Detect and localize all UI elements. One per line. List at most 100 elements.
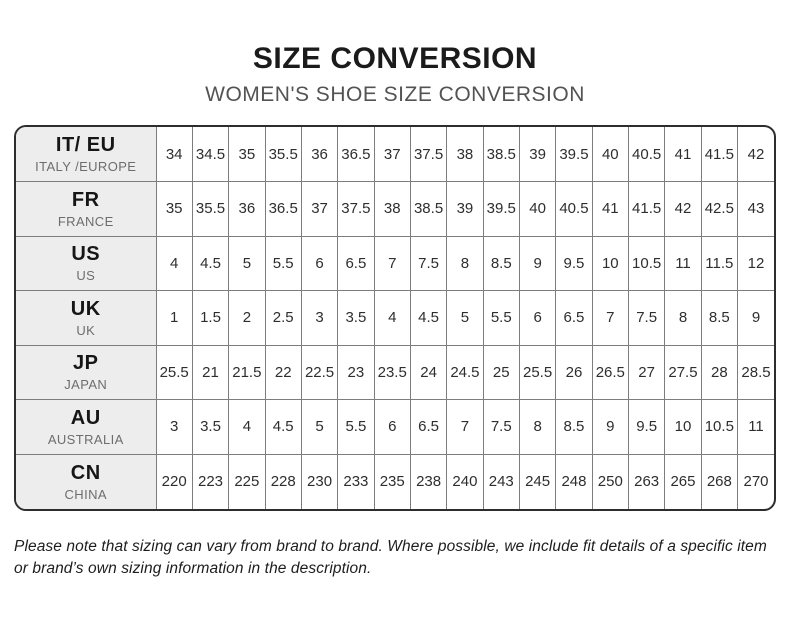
- size-value-cell: 38: [373, 181, 411, 237]
- size-value-cell: 3.5: [337, 290, 375, 346]
- size-value-cell: 38: [446, 127, 484, 182]
- size-value-cell: 34: [155, 127, 193, 182]
- size-value-cell: 11.5: [700, 235, 739, 291]
- size-conversion-table-frame: IT/ EU ITALY /EUROPE 34 34.5 35 35.5 36 36.5 37 3…: [14, 125, 776, 511]
- size-value-cell: 5: [300, 399, 339, 455]
- size-value-cell: 7.5: [482, 399, 520, 455]
- size-value-cell: 3: [155, 399, 193, 455]
- size-value-cell: 39: [518, 127, 557, 182]
- sizing-disclaimer-note: Please note that sizing can vary from br…: [14, 537, 767, 577]
- size-value-cell: 37.5: [409, 127, 448, 182]
- size-value-cell: 7: [591, 290, 629, 346]
- size-value-cell: 41: [591, 181, 629, 237]
- region-code: UK: [70, 297, 101, 320]
- size-value-cell: 1: [155, 290, 193, 346]
- size-value-cell: 5.5: [264, 235, 302, 291]
- table-row: AU AUSTRALIA 3 3.5 4 4.5 5 5.5 6 6.5 7 7.5 8 8.5 9 9.5 1…: [16, 399, 774, 455]
- region-code: US: [71, 243, 101, 266]
- size-value-cell: 9: [737, 290, 774, 346]
- size-value-cell: 3.5: [191, 399, 230, 455]
- region-name: CHINA: [64, 486, 107, 502]
- size-value-cell: 9.5: [627, 399, 666, 455]
- region-code: FR: [71, 188, 100, 211]
- size-value-cell: 37: [300, 181, 339, 237]
- size-value-cell: 8: [446, 235, 484, 291]
- size-value-cell: 7.5: [627, 290, 666, 346]
- size-value-cell: 40: [518, 181, 557, 237]
- size-value-cell: 6.5: [409, 399, 448, 455]
- region-code: AU: [70, 406, 101, 429]
- size-value-cell: 3: [300, 290, 339, 346]
- size-value-cell: 263: [627, 453, 666, 509]
- size-value-cell: 270: [737, 453, 774, 509]
- size-value-cell: 235: [373, 453, 411, 509]
- region-code: IT/ EU: [55, 134, 116, 156]
- size-value-cell: 8.5: [555, 399, 593, 455]
- region-name: FRANCE: [57, 213, 114, 229]
- size-value-cell: 25.5: [518, 344, 557, 400]
- size-value-cell: 238: [409, 453, 448, 509]
- size-value-cell: 240: [446, 453, 484, 509]
- size-value-cell: 39.5: [555, 127, 593, 182]
- size-table-body: IT/ EU ITALY /EUROPE 34 34.5 35 35.5 36 36.5 37 3…: [16, 127, 774, 509]
- size-value-cell: 7.5: [409, 235, 448, 291]
- size-value-cell: 36.5: [337, 127, 375, 182]
- size-value-cell: 35.5: [191, 181, 230, 237]
- size-value-cell: 6: [518, 290, 557, 346]
- size-value-cell: 10.5: [627, 235, 666, 291]
- table-row: JP JAPAN 25.5 21 21.5 22 22.5 23 23.5 24 24.5 25 25.…: [16, 344, 774, 400]
- table-row: UK UK 1 1.5 2 2.5 3 3.5 4 4.5 5 5.5 6 6.5 7 7.5 8 8.5 9: [16, 290, 774, 346]
- size-value-cell: 1.5: [191, 290, 230, 346]
- size-value-cell: 28.5: [737, 344, 774, 400]
- size-value-cell: 233: [337, 453, 375, 509]
- region-name: UK: [76, 322, 96, 338]
- size-value-cell: 11: [664, 235, 702, 291]
- size-value-cell: 41.5: [627, 181, 666, 237]
- size-value-cell: 225: [228, 453, 266, 509]
- size-value-cell: 24: [409, 344, 448, 400]
- region-name: JAPAN: [64, 377, 108, 393]
- row-header-cell: UK UK: [16, 290, 157, 346]
- size-value-cell: 42: [664, 181, 702, 237]
- size-value-cell: 34.5: [191, 127, 230, 182]
- size-value-cell: 9.5: [555, 235, 593, 291]
- size-value-cell: 6: [300, 235, 339, 291]
- size-value-cell: 7: [446, 399, 484, 455]
- size-value-cell: 250: [591, 453, 629, 509]
- size-value-cell: 2.5: [264, 290, 302, 346]
- size-value-cell: 43: [737, 181, 774, 237]
- size-value-cell: 40.5: [555, 181, 593, 237]
- size-value-cell: 42: [737, 127, 774, 182]
- size-value-cell: 10: [664, 399, 702, 455]
- size-value-cell: 11: [737, 399, 774, 455]
- row-header-cell: FR FRANCE: [16, 181, 157, 237]
- size-value-cell: 23: [337, 344, 375, 400]
- size-value-cell: 223: [191, 453, 230, 509]
- size-value-cell: 8: [664, 290, 702, 346]
- region-name: ITALY /EUROPE: [35, 159, 137, 174]
- page-header: SIZE CONVERSION WOMEN'S SHOE SIZE CONVER…: [0, 42, 790, 107]
- size-value-cell: 21: [191, 344, 230, 400]
- size-value-cell: 37: [373, 127, 411, 182]
- size-value-cell: 39.5: [482, 181, 520, 237]
- region-name: US: [76, 268, 96, 284]
- size-value-cell: 243: [482, 453, 520, 509]
- size-value-cell: 9: [518, 235, 557, 291]
- row-header-cell: AU AUSTRALIA: [16, 399, 157, 455]
- size-value-cell: 35: [228, 127, 266, 182]
- size-value-cell: 40: [591, 127, 629, 182]
- size-value-cell: 6: [373, 399, 411, 455]
- size-value-cell: 36.5: [264, 181, 302, 237]
- size-value-cell: 25.5: [155, 344, 193, 400]
- row-header-cell: CN CHINA: [16, 453, 157, 509]
- size-value-cell: 5.5: [482, 290, 520, 346]
- size-value-cell: 10: [591, 235, 629, 291]
- size-value-cell: 4.5: [409, 290, 448, 346]
- size-value-cell: 230: [300, 453, 339, 509]
- size-value-cell: 38.5: [482, 127, 520, 182]
- size-value-cell: 228: [264, 453, 302, 509]
- size-value-cell: 8.5: [482, 235, 520, 291]
- size-value-cell: 35: [155, 181, 193, 237]
- size-value-cell: 4: [373, 290, 411, 346]
- size-value-cell: 37.5: [337, 181, 375, 237]
